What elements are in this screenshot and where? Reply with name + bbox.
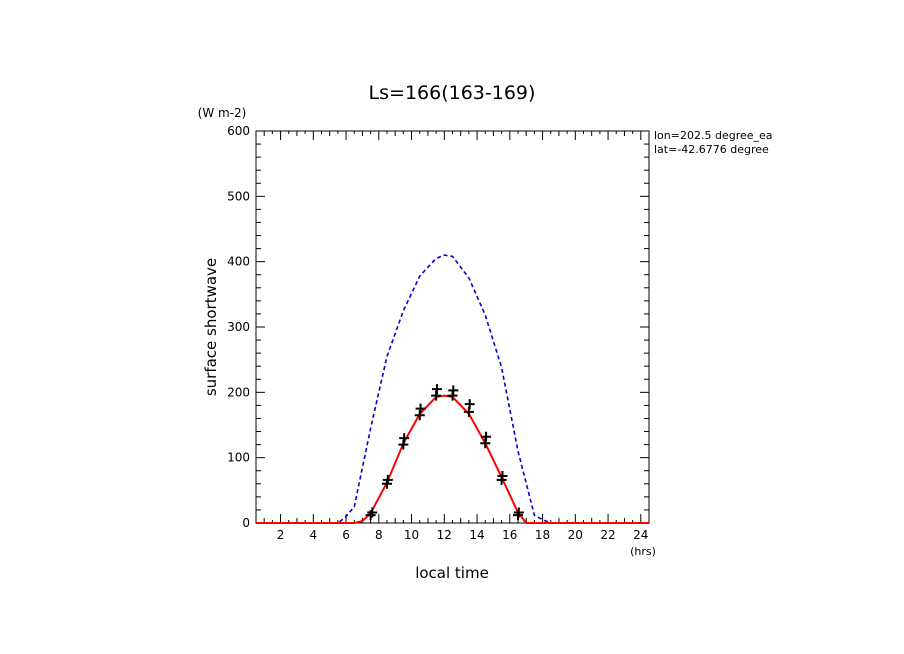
x-tick-label: 14: [469, 528, 484, 542]
y-tick-label: 0: [242, 516, 250, 530]
x-tick-label: 2: [277, 528, 285, 542]
x-tick-label: 20: [568, 528, 583, 542]
data-point: [481, 431, 492, 442]
x-tick-label: 24: [633, 528, 648, 542]
y-unit-label: (W m-2): [198, 106, 247, 120]
y-tick-label: 100: [227, 451, 250, 465]
data-point: [513, 507, 524, 518]
data-point: [497, 470, 508, 481]
data-point: [431, 384, 442, 395]
x-tick-label: 8: [375, 528, 383, 542]
y-tick-label: 500: [227, 189, 250, 203]
plot-frame: [255, 130, 650, 524]
data-point: [382, 474, 393, 485]
x-tick-label: 10: [404, 528, 419, 542]
annotation-lon: lon=202.5 degree_ea: [654, 129, 773, 142]
annotation-lat: lat=-42.6776 degree: [654, 143, 769, 156]
x-tick-label: 4: [309, 528, 317, 542]
data-point: [415, 403, 426, 414]
data-point: [464, 399, 475, 410]
y-tick-label: 300: [227, 320, 250, 334]
y-axis-label: surface shortwave: [202, 258, 220, 396]
y-tick-label: 600: [227, 124, 250, 138]
y-tick-label: 400: [227, 255, 250, 269]
series-line-solid: [256, 394, 649, 524]
x-tick-label: 16: [502, 528, 517, 542]
data-point: [399, 433, 410, 444]
x-tick-label: 6: [342, 528, 350, 542]
x-unit-label: (hrs): [630, 545, 656, 558]
x-tick-label: 12: [437, 528, 452, 542]
x-tick-label: 22: [600, 528, 615, 542]
data-point: [448, 385, 459, 396]
y-tick-label: 200: [227, 385, 250, 399]
x-axis-label: local time: [415, 564, 489, 582]
chart-title: Ls=166(163-169): [369, 82, 536, 104]
x-tick-label: 18: [535, 528, 550, 542]
data-point: [367, 507, 378, 518]
